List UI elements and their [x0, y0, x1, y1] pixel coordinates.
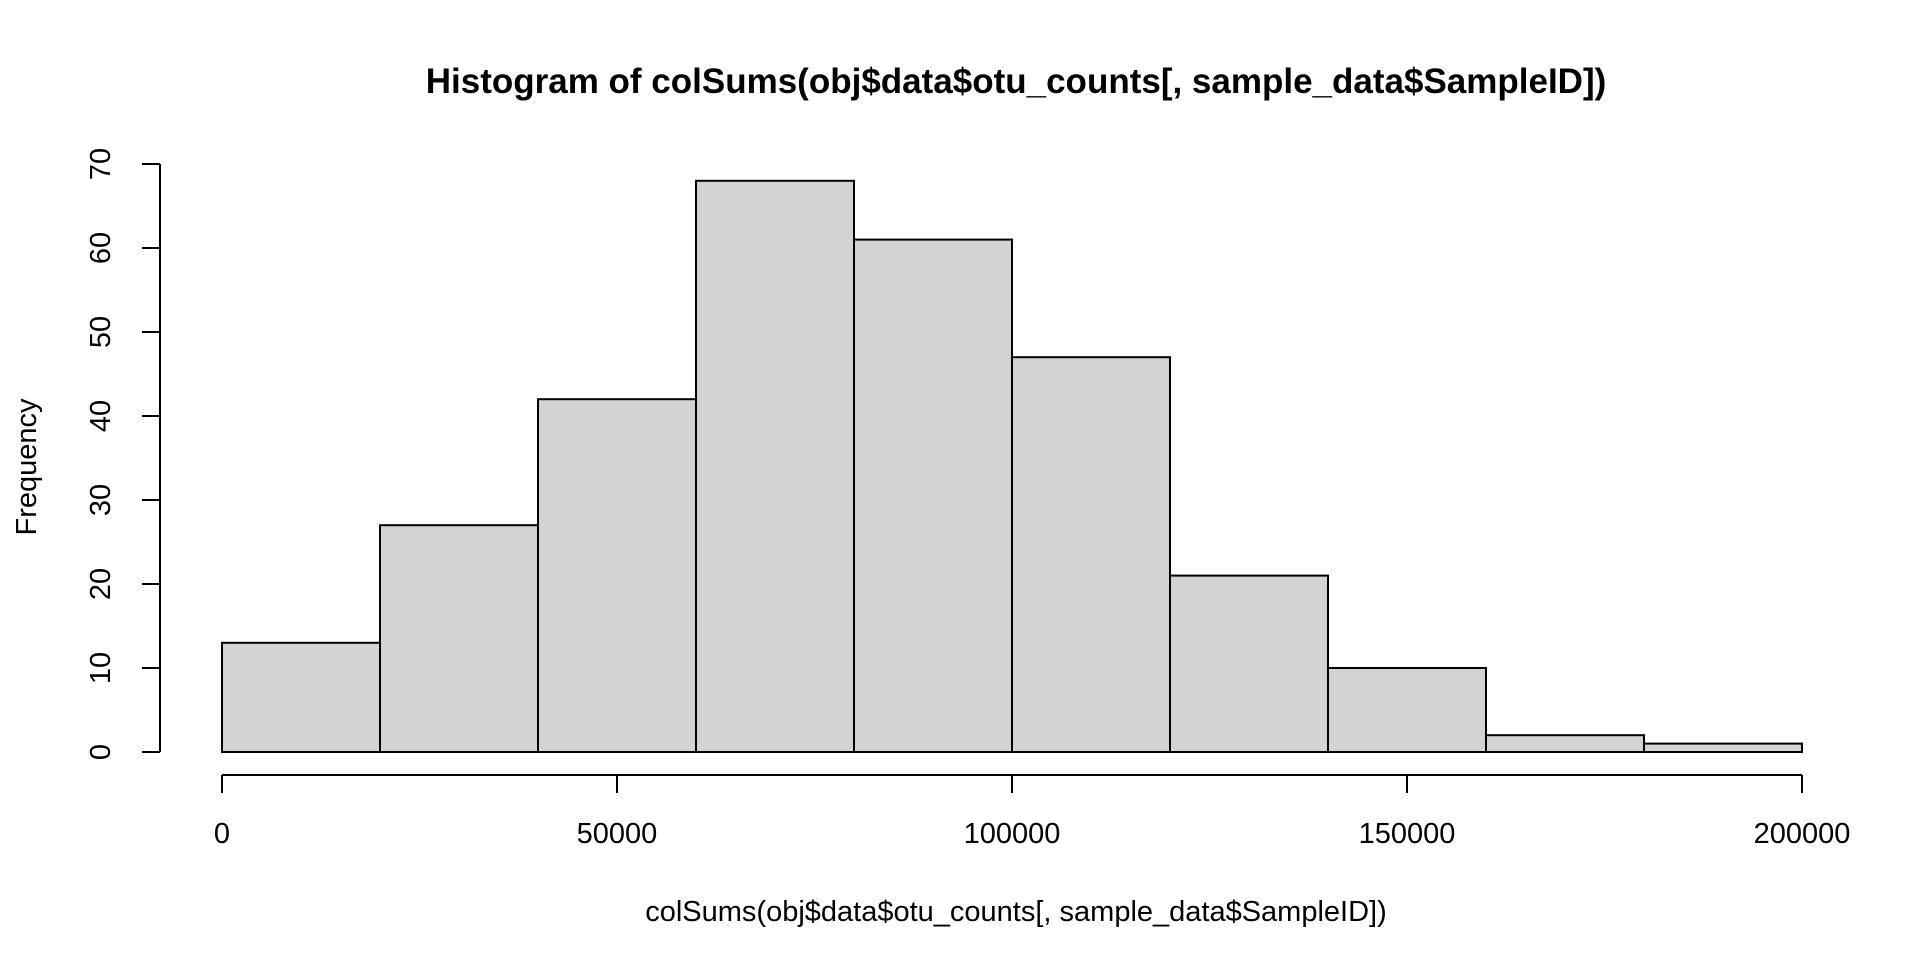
y-axis: 0 10 20 30 40 50 60 70 [85, 148, 161, 760]
x-axis-label: colSums(obj$data$otu_counts[, sample_dat… [645, 896, 1387, 928]
x-tick-label: 150000 [1359, 818, 1456, 850]
chart-title: Histogram of colSums(obj$data$otu_counts… [426, 62, 1607, 101]
histogram-bar [1327, 667, 1487, 753]
y-tick-label: 30 [85, 484, 117, 516]
histogram-bar [379, 524, 539, 754]
histogram-bar [537, 398, 697, 753]
y-axis-label: Frequency [11, 398, 43, 536]
y-tick-label: 50 [85, 316, 117, 348]
histogram-bar [1169, 574, 1329, 753]
y-tick-label: 40 [85, 400, 117, 432]
histogram-bar [1485, 734, 1645, 754]
y-tick-label: 60 [85, 232, 117, 264]
x-tick-label: 100000 [964, 818, 1061, 850]
x-tick-label: 50000 [577, 818, 658, 850]
y-tick-label: 0 [85, 744, 117, 760]
histogram-bar [1011, 356, 1171, 753]
bars-group [221, 179, 1803, 754]
histogram-bar [695, 179, 855, 754]
x-axis: 0 50000 100000 150000 200000 [214, 774, 1851, 850]
histogram-bar [221, 641, 381, 753]
histogram-bar [853, 238, 1013, 754]
x-tick-label: 200000 [1754, 818, 1851, 850]
y-tick-label: 10 [85, 652, 117, 684]
x-tick-label: 0 [214, 818, 230, 850]
y-tick-label: 70 [85, 148, 117, 180]
histogram-bar [1643, 742, 1803, 753]
y-tick-label: 20 [85, 568, 117, 600]
